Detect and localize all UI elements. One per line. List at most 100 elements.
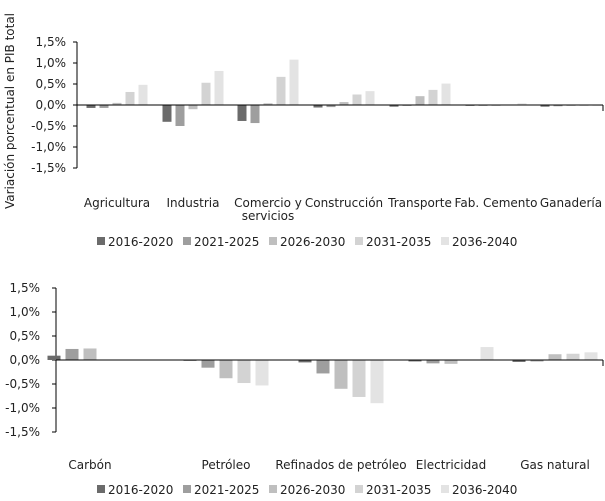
legend-swatch xyxy=(97,237,105,245)
bar-comercio-y-servicios-2036-2040 xyxy=(289,59,299,105)
x-category-label: Refinados de petróleo xyxy=(275,458,406,472)
bar-agricultura-2031-2035 xyxy=(125,91,135,105)
bar-construcci-n-2026-2030 xyxy=(339,102,349,105)
y-axis-label: Variación porcentual en PIB total xyxy=(3,13,17,209)
legend-swatch xyxy=(183,485,191,493)
bar-refinados-de-petr-leo-2026-2030 xyxy=(334,360,348,389)
bar-transporte-2036-2040 xyxy=(441,83,451,105)
bar-comercio-y-servicios-2026-2030 xyxy=(263,103,273,105)
x-category-label-line: Transporte xyxy=(387,196,452,210)
x-category-label: Transporte xyxy=(387,196,452,210)
legend: 2016-2020 2021-2025 2026-2030 2031-2035 2036… xyxy=(97,235,517,249)
legend-swatch xyxy=(441,485,449,493)
y-tick-label: 0,5% xyxy=(10,329,41,343)
bar-transporte-2016-2020 xyxy=(389,105,399,107)
bar-electricidad-2021-2025 xyxy=(426,360,440,364)
bar-industria-2031-2035 xyxy=(201,82,211,105)
bar-transporte-2031-2035 xyxy=(428,89,438,105)
bar-agricultura-2036-2040 xyxy=(138,84,148,105)
x-category-label-line: Construcción xyxy=(305,196,383,210)
legend-label: 2036-2040 xyxy=(452,235,517,249)
bar-petr-leo-2021-2025 xyxy=(201,360,215,368)
y-tick-label: 0,0% xyxy=(36,98,67,112)
legend-label: 2026-2030 xyxy=(280,483,345,497)
bar-refinados-de-petr-leo-2036-2040 xyxy=(370,360,384,404)
x-category-label-line: Petróleo xyxy=(202,458,251,472)
y-tick-label: -1,0% xyxy=(5,401,40,415)
legend-label: 2016-2020 xyxy=(108,483,173,497)
x-category-label-line: Comercio y xyxy=(234,196,302,210)
bar-construcci-n-2021-2025 xyxy=(326,105,336,108)
legend-swatch xyxy=(269,485,277,493)
x-category-label-line: Refinados de petróleo xyxy=(275,458,406,472)
x-category-label: Comercio y servicios xyxy=(234,196,302,223)
legend-swatch xyxy=(269,237,277,245)
legend-label: 2021-2025 xyxy=(194,235,259,249)
y-tick-label: -0,5% xyxy=(31,119,66,133)
y-tick-label: -0,5% xyxy=(5,377,40,391)
x-category-label: Gas natural xyxy=(520,458,590,472)
bar-refinados-de-petr-leo-2016-2020 xyxy=(298,360,312,363)
x-category-label: Ganadería xyxy=(540,196,602,210)
x-category-label: Electricidad xyxy=(416,458,486,472)
bar-comercio-y-servicios-2016-2020 xyxy=(237,105,247,121)
legend-swatch xyxy=(355,237,363,245)
x-category-label-line: Agricultura xyxy=(84,196,150,210)
legend-label: 2031-2035 xyxy=(366,483,431,497)
chart-1: 1,5% 1,0% 0,5% 0,0% -0,5% -1,0% -1,5% Variación… xyxy=(3,13,604,249)
x-category-label-line: Fab. Cemento xyxy=(455,196,538,210)
bar-petr-leo-2026-2030 xyxy=(219,360,233,379)
bar-gas-natural-2031-2035 xyxy=(566,353,580,360)
legend-label: 2031-2035 xyxy=(366,235,431,249)
x-category-label-line: Industria xyxy=(167,196,220,210)
bar-gas-natural-2021-2025 xyxy=(530,360,544,362)
y-tick-label: -1,0% xyxy=(31,140,66,154)
x-category-label-line: Ganadería xyxy=(540,196,602,210)
bar-gas-natural-2016-2020 xyxy=(512,360,526,362)
x-category-label: Construcción xyxy=(305,196,383,210)
legend-swatch xyxy=(97,485,105,493)
bar-comercio-y-servicios-2021-2025 xyxy=(250,105,260,124)
legend-swatch xyxy=(183,237,191,245)
bar-industria-2021-2025 xyxy=(175,105,185,126)
bar-agricultura-2026-2030 xyxy=(112,102,122,105)
legend-label: 2016-2020 xyxy=(108,235,173,249)
x-category-label-line: Electricidad xyxy=(416,458,486,472)
bar-carb-n-2026-2030 xyxy=(83,348,97,360)
chart-2: 1,5% 1,0% 0,5% 0,0% -0,5% -1,0% -1,5% Carbón Pet… xyxy=(5,281,604,497)
bar-fab-cemento-2036-2040 xyxy=(517,103,527,105)
bar-petr-leo-2036-2040 xyxy=(255,360,269,386)
bar-gas-natural-2036-2040 xyxy=(584,352,598,360)
bar-ganader-a-2016-2020 xyxy=(540,105,550,107)
bar-gas-natural-2026-2030 xyxy=(548,354,562,360)
y-tick-label: 0,0% xyxy=(10,353,41,367)
x-category-label: Fab. Cemento xyxy=(455,196,538,210)
y-tick-label: 1,0% xyxy=(10,305,41,319)
x-category-label: Industria xyxy=(167,196,220,210)
y-tick-label: -1,5% xyxy=(5,425,40,439)
bar-refinados-de-petr-leo-2031-2035 xyxy=(352,360,366,397)
y-tick-label: 1,5% xyxy=(10,281,41,295)
bar-industria-2016-2020 xyxy=(162,105,172,122)
bar-carb-n-2021-2025 xyxy=(65,348,79,360)
x-category-label-line: Gas natural xyxy=(520,458,590,472)
y-tick-label: -1,5% xyxy=(31,161,66,175)
legend-swatch xyxy=(441,237,449,245)
legend-label: 2026-2030 xyxy=(280,235,345,249)
bar-comercio-y-servicios-2031-2035 xyxy=(276,76,286,105)
bar-electricidad-2016-2020 xyxy=(408,360,422,362)
x-category-label: Agricultura xyxy=(84,196,150,210)
x-category-label: Carbón xyxy=(68,458,111,472)
bar-agricultura-2021-2025 xyxy=(99,105,109,108)
bar-construcci-n-2016-2020 xyxy=(313,105,323,108)
bar-refinados-de-petr-leo-2021-2025 xyxy=(316,360,330,374)
legend-swatch xyxy=(355,485,363,493)
legend-label: 2021-2025 xyxy=(194,483,259,497)
x-category-label-line: servicios xyxy=(242,209,295,223)
bar-carb-n-2016-2020 xyxy=(47,355,61,360)
bar-petr-leo-2031-2035 xyxy=(237,360,251,384)
bar-construcci-n-2036-2040 xyxy=(365,91,375,105)
bar-industria-2036-2040 xyxy=(214,70,224,105)
